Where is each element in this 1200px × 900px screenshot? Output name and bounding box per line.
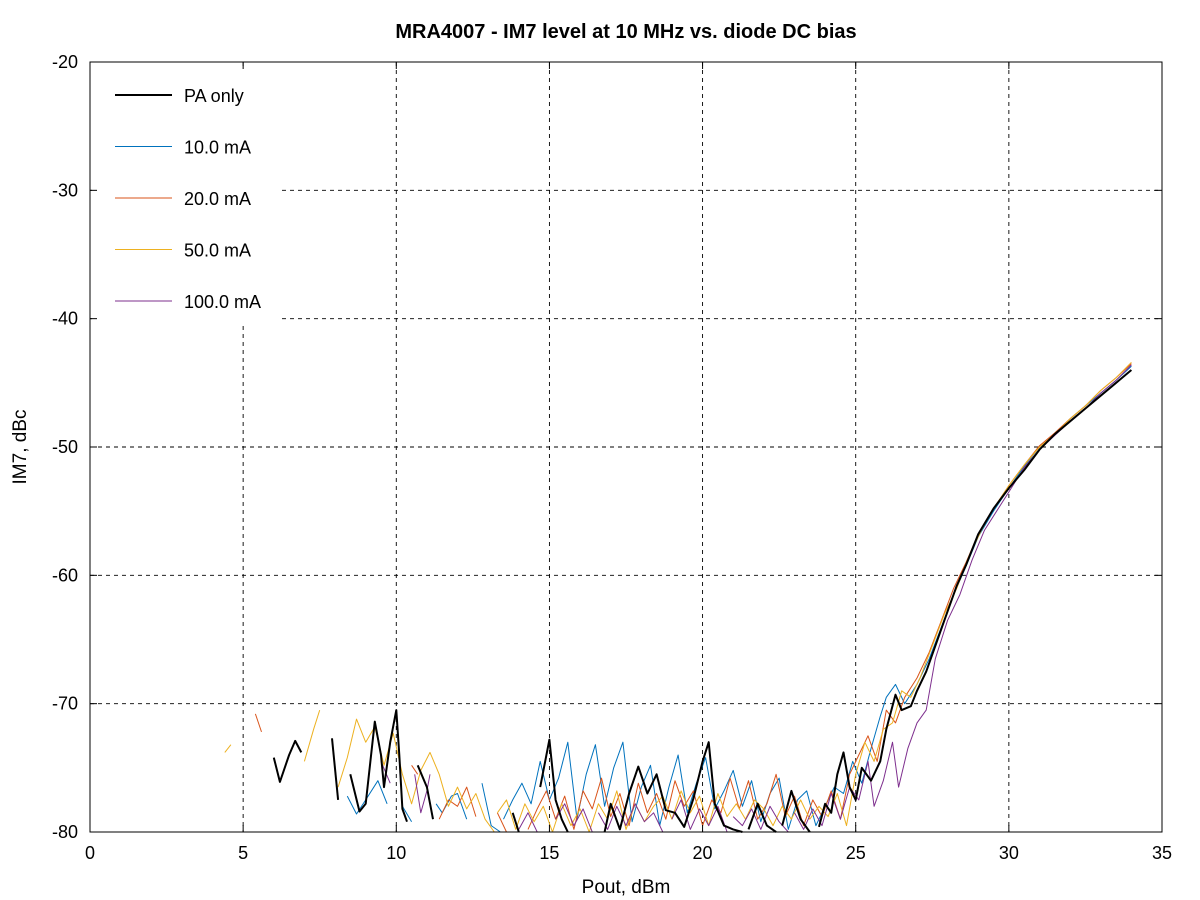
series-0-line-4 [511,812,520,833]
series-4-line-5 [671,799,728,833]
series-4-line-6 [732,805,789,833]
legend-label-2: 20.0 mA [184,189,251,209]
series-4-line-1 [414,774,431,814]
y-tick-label-6: -20 [52,52,78,72]
legend-label-3: 50.0 mA [184,241,251,261]
series-2-line-2 [438,786,477,820]
tick-labels: 0 5 10 15 20 25 30 35 -80 -70 -60 -50 -40 -30 -20 [52,52,1172,863]
y-tick-label-0: -80 [52,822,78,842]
series-layer [224,361,1133,833]
series-0-line-2 [349,709,408,823]
series-1-line-1 [401,806,413,822]
y-tick-label-1: -70 [52,694,78,714]
series-2-line-1 [411,765,419,775]
series-0-line-0 [272,739,303,783]
x-tick-label-7: 35 [1152,843,1172,863]
ticks [89,61,1163,833]
series-0 [272,369,1133,833]
legend-background [92,66,282,324]
series-0-line-3 [416,764,434,820]
legend-label-4: 100.0 mA [184,292,261,312]
x-tick-label-6: 30 [999,843,1019,863]
y-axis-label: IM7, dBc [10,410,31,485]
y-tick-label-2: -60 [52,565,78,585]
series-3-line-1 [303,709,321,762]
series-0-line-5 [539,738,569,833]
y-tick-label-3: -50 [52,437,78,457]
series-0-line-7 [747,802,777,833]
legend: PA only 10.0 mA 20.0 mA 50.0 mA 100.0 mA [115,86,261,312]
x-tick-label-1: 5 [238,843,248,863]
series-0-line-6 [603,741,743,833]
series-4-line-3 [555,803,593,833]
legend-label-1: 10.0 mA [184,138,251,158]
series-4-line-2 [518,812,538,833]
series-0-line-1 [331,738,340,800]
legend-label-0: PA only [184,86,244,106]
series-4-line-4 [597,803,664,833]
x-tick-label-0: 0 [85,843,95,863]
chart-title: MRA4007 - IM7 level at 10 MHz vs. diode … [395,21,856,43]
series-1-line-3 [481,783,501,833]
series-2-line-3 [496,812,507,833]
y-tick-label-4: -40 [52,309,78,329]
series-0-line-8 [781,789,811,833]
series-3-line-0 [224,744,232,753]
x-axis-label: Pout, dBm [582,877,671,898]
series-0-line-9 [818,369,1133,828]
y-tick-label-5: -30 [52,180,78,200]
series-1-line-2 [435,793,468,820]
x-tick-label-4: 20 [693,843,713,863]
x-tick-label-2: 10 [386,843,406,863]
x-tick-label-5: 25 [846,843,866,863]
series-3-line-2 [337,718,495,833]
x-tick-label-3: 15 [539,843,559,863]
series-2-line-0 [254,713,262,733]
